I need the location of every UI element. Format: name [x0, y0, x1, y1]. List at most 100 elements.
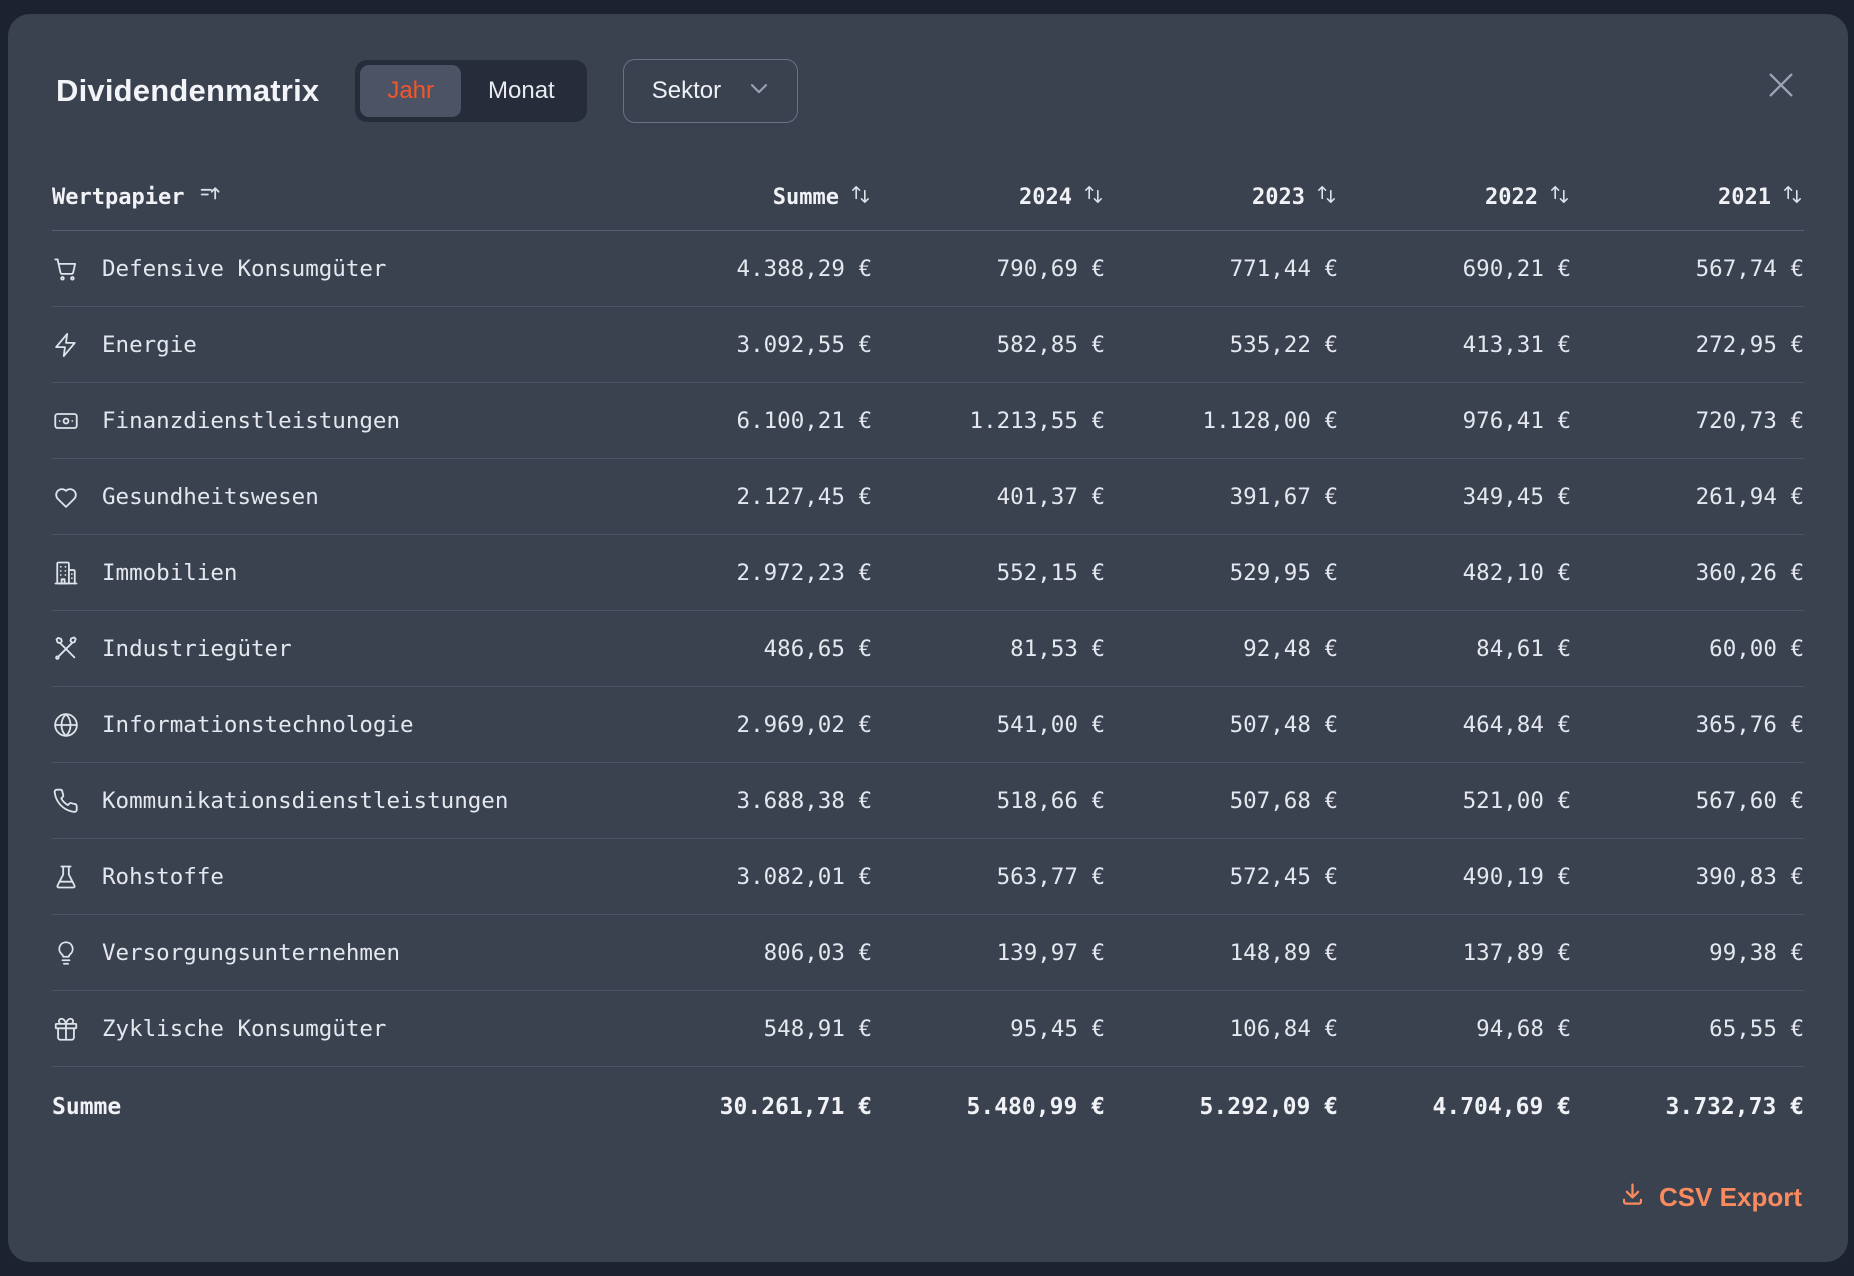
value-cell-2022: 137,89 € [1462, 939, 1571, 966]
table-row[interactable]: Finanzdienstleistungen 6.100,21 € 1.213,… [52, 383, 1804, 459]
value-cell-2022: 976,41 € [1462, 407, 1571, 434]
sector-label: Defensive Konsumgüter [102, 255, 387, 282]
total-value-2024: 5.480,99 € [966, 1094, 1105, 1120]
toggle-option-jahr[interactable]: Jahr [360, 65, 462, 117]
value-cell-2021: 261,94 € [1695, 483, 1804, 510]
value-cell-2024: 95,45 € [1010, 1015, 1105, 1042]
column-header-2021[interactable]: 2021 [1571, 183, 1804, 212]
value-cell-2023: 507,68 € [1229, 787, 1338, 814]
value-cell-2021: 567,74 € [1695, 255, 1804, 282]
csv-export-label: CSV Export [1658, 1181, 1802, 1212]
value-cell-summe: 3.092,55 € [736, 331, 872, 358]
table-row[interactable]: Energie 3.092,55 € 582,85 € 535,22 € 413… [52, 307, 1804, 383]
sector-label: Industriegüter [102, 635, 292, 662]
sektor-dropdown[interactable]: Sektor [622, 59, 799, 123]
column-header-wertpapier[interactable]: Wertpapier [52, 182, 639, 213]
value-cell-summe: 2.127,45 € [736, 483, 872, 510]
table-row[interactable]: Versorgungsunternehmen 806,03 € 139,97 €… [52, 915, 1804, 991]
value-cell-summe: 486,65 € [763, 635, 872, 662]
csv-export-button[interactable]: CSV Export [1613, 1179, 1808, 1215]
chevron-down-icon [745, 74, 773, 109]
flask-icon [52, 863, 80, 891]
table-row[interactable]: Kommunikationsdienstleistungen 3.688,38 … [52, 763, 1804, 839]
sort-ascending-icon [198, 182, 223, 213]
modal-header: Dividendenmatrix Jahr Monat Sektor [56, 58, 1800, 124]
value-cell-2021: 272,95 € [1695, 331, 1804, 358]
dividend-table: Wertpapier Summe 2024 2023 [52, 164, 1804, 1147]
sector-label: Versorgungsunternehmen [102, 939, 401, 966]
column-header-label: 2024 [1019, 184, 1072, 210]
dividend-matrix-modal: Dividendenmatrix Jahr Monat Sektor Wertp… [8, 14, 1848, 1262]
table-row[interactable]: Defensive Konsumgüter 4.388,29 € 790,69 … [52, 231, 1804, 307]
value-cell-summe: 6.100,21 € [736, 407, 872, 434]
column-header-2022[interactable]: 2022 [1338, 183, 1571, 212]
value-cell-2023: 92,48 € [1243, 635, 1338, 662]
column-header-summe[interactable]: Summe [639, 183, 872, 212]
table-row[interactable]: Industriegüter 486,65 € 81,53 € 92,48 € … [52, 611, 1804, 687]
globe-icon [52, 711, 80, 739]
column-header-label: Wertpapier [52, 184, 185, 210]
value-cell-2023: 529,95 € [1229, 559, 1338, 586]
value-cell-2022: 94,68 € [1476, 1015, 1571, 1042]
shopping-cart-icon [52, 255, 80, 283]
table-row[interactable]: Zyklische Konsumgüter 548,91 € 95,45 € 1… [52, 991, 1804, 1067]
phone-icon [52, 787, 80, 815]
total-label: Summe [52, 1094, 122, 1120]
table-row[interactable]: Gesundheitswesen 2.127,45 € 401,37 € 391… [52, 459, 1804, 535]
column-header-2024[interactable]: 2024 [872, 183, 1105, 212]
value-cell-2024: 790,69 € [996, 255, 1105, 282]
value-cell-2024: 541,00 € [996, 711, 1105, 738]
value-cell-2022: 521,00 € [1462, 787, 1571, 814]
sector-label: Kommunikationsdienstleistungen [102, 787, 509, 814]
value-cell-2024: 552,15 € [996, 559, 1105, 586]
table-body: Defensive Konsumgüter 4.388,29 € 790,69 … [52, 231, 1804, 1067]
sort-up-down-icon [1315, 183, 1338, 212]
value-cell-2022: 84,61 € [1476, 635, 1571, 662]
column-header-label: 2021 [1718, 184, 1771, 210]
value-cell-summe: 4.388,29 € [736, 255, 872, 282]
value-cell-2022: 413,31 € [1462, 331, 1571, 358]
column-header-2023[interactable]: 2023 [1105, 183, 1338, 212]
column-header-label: 2022 [1485, 184, 1538, 210]
modal-footer: CSV Export [8, 1179, 1808, 1215]
value-cell-2021: 567,60 € [1695, 787, 1804, 814]
sort-up-down-icon [849, 183, 872, 212]
sector-label: Rohstoffe [102, 863, 224, 890]
value-cell-2023: 572,45 € [1229, 863, 1338, 890]
value-cell-2024: 518,66 € [996, 787, 1105, 814]
sector-label: Energie [102, 331, 197, 358]
value-cell-2021: 360,26 € [1695, 559, 1804, 586]
table-total-row: Summe 30.261,71 € 5.480,99 € 5.292,09 € … [52, 1067, 1804, 1147]
value-cell-summe: 548,91 € [763, 1015, 872, 1042]
heart-icon [52, 483, 80, 511]
period-toggle: Jahr Monat [355, 60, 587, 122]
sector-label: Immobilien [102, 559, 238, 586]
page-title: Dividendenmatrix [56, 73, 320, 108]
lightbulb-icon [52, 939, 80, 967]
sector-label: Informationstechnologie [102, 711, 414, 738]
close-button[interactable] [1756, 60, 1806, 110]
value-cell-2021: 60,00 € [1709, 635, 1804, 662]
column-header-label: Summe [772, 184, 839, 210]
sector-label: Gesundheitswesen [102, 483, 319, 510]
value-cell-summe: 3.082,01 € [736, 863, 872, 890]
building-icon [52, 559, 80, 587]
value-cell-2021: 365,76 € [1695, 711, 1804, 738]
value-cell-2023: 148,89 € [1229, 939, 1338, 966]
table-row[interactable]: Rohstoffe 3.082,01 € 563,77 € 572,45 € 4… [52, 839, 1804, 915]
sort-up-down-icon [1082, 183, 1105, 212]
value-cell-2022: 490,19 € [1462, 863, 1571, 890]
download-icon [1619, 1180, 1646, 1214]
tools-icon [52, 635, 80, 663]
table-row[interactable]: Informationstechnologie 2.969,02 € 541,0… [52, 687, 1804, 763]
total-value-2022: 4.704,69 € [1432, 1094, 1571, 1120]
table-row[interactable]: Immobilien 2.972,23 € 552,15 € 529,95 € … [52, 535, 1804, 611]
value-cell-2023: 535,22 € [1229, 331, 1338, 358]
toggle-option-monat[interactable]: Monat [461, 65, 582, 117]
sector-label: Zyklische Konsumgüter [102, 1015, 387, 1042]
total-value-summe: 30.261,71 € [719, 1094, 872, 1120]
value-cell-2024: 1.213,55 € [969, 407, 1105, 434]
value-cell-summe: 3.688,38 € [736, 787, 872, 814]
value-cell-2023: 1.128,00 € [1202, 407, 1338, 434]
value-cell-2023: 507,48 € [1229, 711, 1338, 738]
